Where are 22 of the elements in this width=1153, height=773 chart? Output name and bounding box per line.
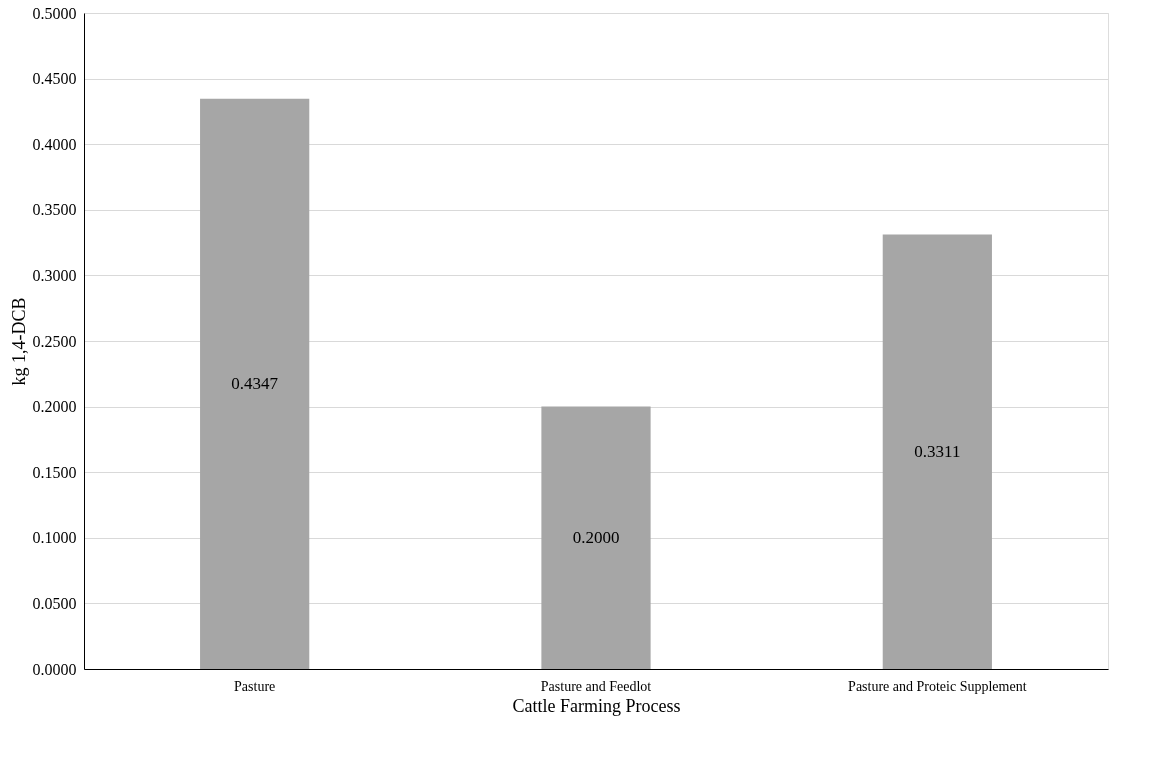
y-tick-label: 0.2000 [32, 398, 77, 416]
y-tick-label: 0.3000 [32, 266, 77, 284]
y-tick-label: 0.4000 [32, 135, 77, 153]
x-tick-label: Pasture [234, 678, 276, 694]
x-tick-label: Pasture and Feedlot [540, 678, 652, 694]
y-tick-label: 0.0500 [32, 594, 77, 612]
y-axis-title: kg 1,4-DCB [8, 297, 29, 386]
data-label: 0.2000 [572, 527, 620, 547]
bar [541, 406, 651, 669]
data-label: 0.4347 [231, 373, 279, 393]
data-label: 0.3311 [914, 441, 961, 461]
x-tick-label: Pasture and Proteic Supplement [848, 678, 1027, 694]
y-tick-label: 0.4500 [32, 70, 77, 88]
x-axis-title: Cattle Farming Process [512, 695, 681, 716]
y-tick-label: 0.5000 [32, 4, 77, 22]
bar [200, 98, 310, 669]
y-tick-label: 0.1500 [32, 463, 77, 481]
y-tick-label: 0.0000 [32, 660, 77, 678]
bar [882, 234, 992, 669]
y-tick-label: 0.3500 [32, 201, 77, 219]
y-tick-label: 0.2500 [32, 332, 77, 350]
y-tick-label: 0.1000 [32, 529, 77, 547]
